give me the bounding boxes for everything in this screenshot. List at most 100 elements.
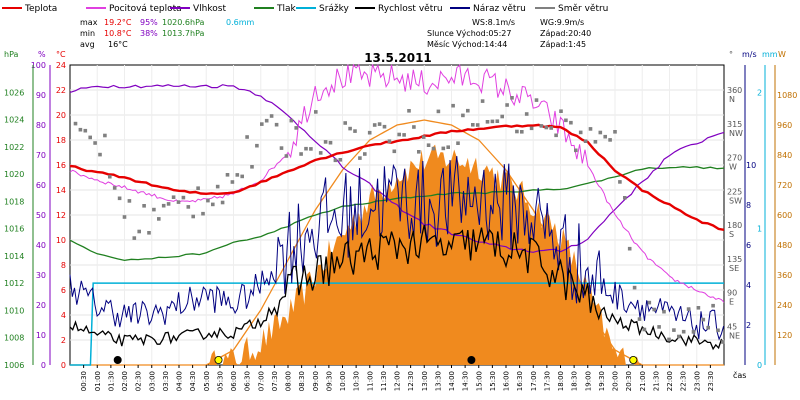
info-moon-set: Západ:1:45	[540, 40, 586, 49]
wind-direction-point	[387, 139, 392, 143]
wind-direction-point	[338, 158, 343, 162]
wind-speed-line	[69, 224, 725, 351]
legend-label-pocitova: Pocitová teplota	[109, 4, 182, 14]
wind-direction-point	[539, 124, 544, 128]
wind-direction-point	[471, 123, 475, 127]
line-series	[69, 63, 725, 366]
x-tick-label: 11:30	[380, 371, 388, 391]
hpa-tick-label: 1010	[4, 307, 24, 316]
wind-direction-point	[436, 109, 441, 114]
axis-unit-temperature: °C	[56, 50, 66, 59]
x-tick-label: 03:30	[162, 371, 170, 391]
wind-direction-point	[500, 114, 504, 119]
x-tick-label: 07:30	[271, 371, 279, 391]
wind-direction-point	[574, 148, 578, 153]
wind-tick-label: 10	[746, 161, 756, 170]
direction-tick-deg: 90	[727, 289, 737, 298]
x-tick-label: 12:00	[394, 371, 402, 391]
rain-line	[70, 282, 724, 366]
direction-tick-dir: SW	[729, 196, 742, 205]
x-tick-label: 04:30	[189, 371, 197, 391]
x-tick-label: 03:00	[148, 371, 156, 391]
direction-tick-deg: 360	[727, 86, 742, 95]
stats-avg-label: avg	[80, 40, 95, 49]
wind-direction-point	[157, 217, 161, 221]
wind-direction-point	[206, 198, 210, 203]
wind-direction-point	[372, 123, 377, 127]
wind-direction-point	[417, 150, 421, 154]
wind-direction-point	[706, 325, 710, 330]
wind-direction-point	[711, 303, 715, 308]
wind-direction-point	[166, 202, 171, 206]
wind-direction-point	[274, 122, 279, 127]
wind-direction-point	[377, 122, 382, 126]
wind-direction-point	[83, 128, 88, 133]
info-sun-set: Západ:20:40	[540, 29, 591, 38]
wind-direction-point	[314, 110, 318, 114]
wind-direction-point	[485, 120, 490, 124]
temperature-tick-label: 14	[56, 186, 66, 195]
wind-direction-point	[475, 123, 480, 127]
wind-direction-point	[490, 119, 495, 124]
wind-direction-point	[225, 173, 230, 177]
radiation-tick-label: 1080	[777, 91, 797, 100]
radiation-tick-label: 720	[777, 181, 792, 190]
temperature-tick-label: 10	[56, 236, 66, 245]
legend-label-vlhkost: Vlhkost	[193, 4, 226, 14]
x-tick-label: 17:30	[543, 371, 551, 391]
direction-tick-dir: NW	[729, 129, 743, 138]
rain-tick-label: 1	[757, 225, 762, 234]
x-axis: 00:30 01:00 01:30 02:00 02:30 03:00 03:30 04:00…	[80, 365, 715, 391]
wind-direction-point	[269, 114, 274, 118]
wind-direction-point	[108, 174, 112, 179]
x-tick-label: 01:30	[107, 371, 115, 391]
x-tick-label: 18:30	[571, 371, 579, 391]
wind-direction-point	[421, 135, 426, 139]
wind-direction-point	[279, 146, 284, 150]
x-tick-label: 05:00	[203, 371, 211, 391]
wind-direction-point	[367, 130, 372, 135]
x-tick-label: 20:30	[625, 371, 633, 391]
humidity-tick-label: 80	[36, 121, 46, 130]
info-moon: Měsíc Východ:14:44	[427, 40, 507, 49]
stats-avg-temp: 16°C	[108, 40, 128, 49]
wind-direction-point	[196, 186, 200, 190]
wind-direction-point	[353, 129, 357, 133]
wind-direction-point	[647, 300, 652, 305]
x-tick-label: 14:00	[448, 371, 456, 391]
direction-tick-dir: S	[729, 230, 734, 239]
wind-direction-point	[559, 109, 563, 113]
legend: Teplota Pocitová teplota Vlhkost Tlak Sr…	[2, 4, 608, 14]
wind-direction-point	[240, 174, 244, 179]
direction-tick-deg: 225	[727, 187, 742, 196]
wind-direction-point	[618, 180, 622, 184]
humidity-tick-label: 40	[36, 241, 46, 250]
radiation-tick-label: 120	[777, 331, 792, 340]
x-tick-label: 07:00	[257, 371, 265, 391]
x-tick-label: 09:00	[312, 371, 320, 391]
wind-direction-point	[677, 334, 681, 339]
wind-direction-point	[382, 124, 387, 129]
x-tick-label: 10:00	[339, 371, 347, 391]
stats-min-hum: 38%	[140, 29, 158, 38]
right-axes: 360N315NW270W225SW180S135SE90E45NE246810…	[727, 65, 797, 370]
stats-min-label: min	[80, 29, 95, 38]
wind-direction-point	[235, 173, 240, 177]
temperature-tick-label: 22	[56, 86, 66, 95]
wind-tick-label: 6	[746, 241, 751, 250]
wind-direction-point	[480, 99, 485, 103]
wind-direction-point	[598, 130, 603, 135]
wind-direction-point	[78, 127, 83, 132]
wind-direction-point	[363, 152, 367, 156]
wind-direction-point	[407, 109, 411, 113]
x-tick-label: 11:00	[366, 371, 374, 391]
wind-direction-point	[137, 229, 141, 234]
axis-unit-hpa: hPa	[4, 50, 19, 59]
radiation-tick-label: 360	[777, 271, 792, 280]
direction-tick-deg: 45	[727, 322, 737, 331]
wind-direction-point	[98, 152, 102, 157]
humidity-tick-label: 30	[36, 271, 46, 280]
stats-min-temp: 10.8°C	[104, 29, 132, 38]
x-tick-label: 20:00	[612, 371, 620, 391]
temperature-tick-label: 0	[61, 361, 66, 370]
